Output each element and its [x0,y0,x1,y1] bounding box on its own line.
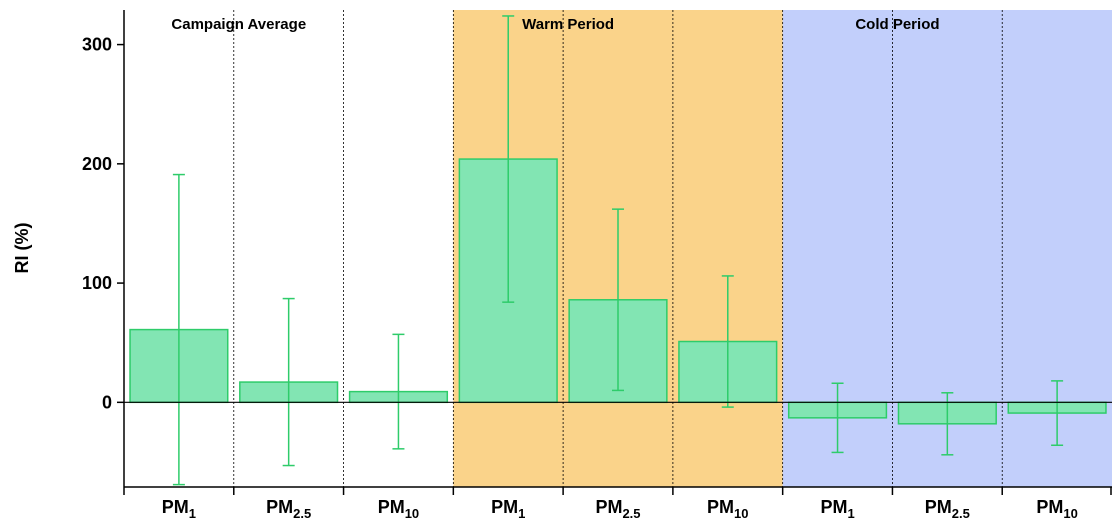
error-bar [721,275,734,408]
x-tick-label: PM1 [491,497,525,520]
x-tick-label: PM1 [820,497,854,520]
error-bar [1051,380,1064,447]
y-axis-label: RI (%) [12,223,32,274]
error-bar [172,173,185,486]
x-tick-label: PM2.5 [925,497,970,520]
y-tick-label: 200 [82,154,112,174]
y-tick-label: 300 [82,35,112,55]
error-bar [282,297,295,467]
x-tick-label: PM10 [378,497,419,520]
error-bar [612,208,624,392]
x-tick-label: PM1 [162,497,196,520]
x-tick-label: PM10 [1036,497,1077,520]
group-title: Campaign Average [171,16,306,33]
group-title: Cold Period [855,16,939,33]
error-bar [502,15,515,303]
x-tick-label: PM2.5 [595,497,640,520]
y-tick-label: 100 [82,273,112,293]
y-tick-label: 0 [102,392,112,412]
x-tick-label: PM10 [707,497,748,520]
group-title: Warm Period [522,16,614,33]
x-tick-label: PM2.5 [266,497,311,520]
error-bar [831,382,844,454]
error-bar [941,392,954,456]
error-bar [392,333,405,450]
